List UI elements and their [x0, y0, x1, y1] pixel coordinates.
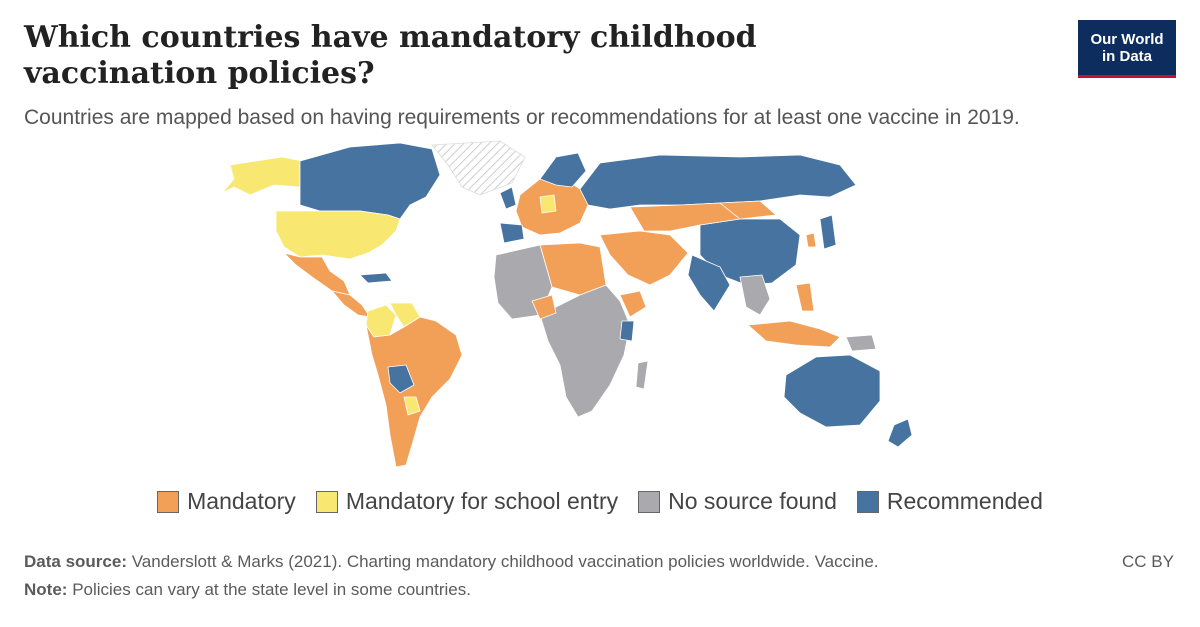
region-mexico[interactable] [283, 252, 351, 296]
region-uk[interactable] [499, 186, 517, 210]
legend-item-recommended[interactable]: Recommended [856, 488, 1043, 515]
legend-swatch-mandatory [157, 490, 180, 513]
world-map-svg [221, 140, 913, 468]
region-germany[interactable] [539, 194, 557, 214]
region-png[interactable] [845, 334, 877, 352]
data-source-label: Data source: [24, 552, 127, 571]
region-central-america[interactable] [331, 290, 371, 318]
owid-logo[interactable]: Our World in Data [1078, 20, 1176, 78]
region-australia[interactable] [783, 354, 881, 428]
chart-footer: Data source: Vanderslott & Marks (2021).… [24, 548, 1174, 604]
region-horn[interactable] [619, 290, 647, 318]
region-japan[interactable] [819, 214, 837, 250]
logo-line-2: in Data [1101, 47, 1152, 65]
region-south-america[interactable] [365, 316, 463, 468]
region-usa[interactable] [275, 210, 401, 260]
region-bolivia[interactable] [387, 364, 415, 394]
world-map [200, 135, 1000, 480]
data-source-line: Data source: Vanderslott & Marks (2021).… [24, 548, 879, 576]
legend-item-mandatory[interactable]: Mandatory [157, 488, 296, 515]
region-canada[interactable] [299, 142, 441, 220]
map-legend: Mandatory Mandatory for school entry No … [0, 488, 1200, 515]
region-central-asia[interactable] [629, 202, 741, 232]
legend-swatch-recommended [856, 490, 879, 513]
region-new-zealand[interactable] [887, 418, 913, 448]
legend-label-school-entry: Mandatory for school entry [345, 488, 619, 514]
note-label: Note: [24, 580, 68, 599]
chart-title: Which countries have mandatory childhood… [24, 20, 757, 91]
region-paraguay[interactable] [403, 396, 421, 416]
region-se-asia-gray[interactable] [739, 274, 771, 316]
note-text: Policies can vary at the state level in … [72, 580, 471, 599]
region-alaska[interactable] [221, 156, 303, 196]
region-philippines[interactable] [795, 282, 815, 312]
region-russia[interactable] [579, 154, 857, 210]
greenland-hatch [431, 140, 526, 196]
legend-swatch-no-source [638, 490, 661, 513]
region-caribbean[interactable] [359, 272, 393, 284]
region-nigeria[interactable] [531, 294, 557, 320]
region-africa-central-gray[interactable] [539, 284, 631, 418]
legend-label-no-source: No source found [668, 488, 837, 514]
region-indonesia[interactable] [747, 320, 841, 348]
region-korea[interactable] [805, 232, 817, 248]
legend-label-mandatory: Mandatory [187, 488, 296, 514]
legend-item-school-entry[interactable]: Mandatory for school entry [315, 488, 619, 515]
chart-subtitle: Countries are mapped based on having req… [24, 106, 1020, 129]
legend-swatch-school-entry [315, 490, 338, 513]
license-link[interactable]: CC BY [1122, 552, 1174, 571]
data-source-text[interactable]: Vanderslott & Marks (2021). Charting man… [131, 552, 879, 571]
region-middle-east[interactable] [599, 230, 689, 286]
region-kenya[interactable] [619, 320, 635, 342]
legend-item-no-source[interactable]: No source found [638, 488, 837, 515]
region-madagascar[interactable] [635, 360, 649, 390]
logo-line-1: Our World [1090, 30, 1164, 48]
region-scandinavia[interactable] [539, 152, 587, 188]
region-mongolia[interactable] [719, 200, 777, 220]
region-iberia[interactable] [499, 222, 525, 244]
legend-label-recommended: Recommended [886, 488, 1043, 514]
region-india[interactable] [687, 254, 731, 312]
